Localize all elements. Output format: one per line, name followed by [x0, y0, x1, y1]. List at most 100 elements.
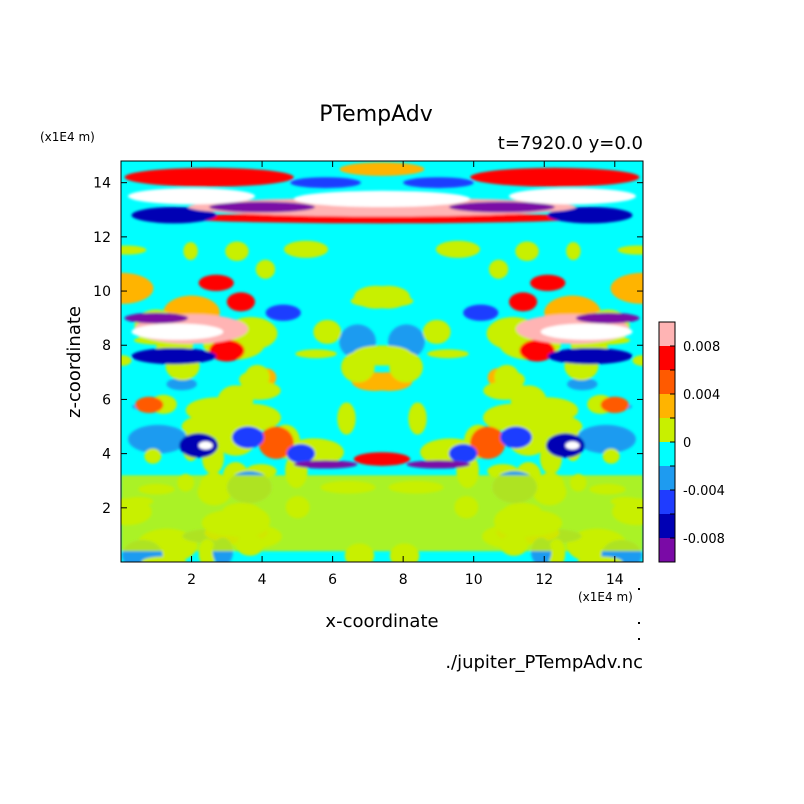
- field-patch: [166, 377, 197, 391]
- colorbar-swatch: [659, 394, 675, 418]
- field-patch: [408, 402, 427, 435]
- field-blob: [353, 452, 411, 466]
- field-blob: [565, 441, 580, 450]
- plot-area: [121, 161, 643, 562]
- field-patch: [337, 402, 356, 435]
- field-blob: [131, 323, 224, 340]
- field-blob: [575, 312, 640, 324]
- x-tick-label: 8: [399, 572, 408, 588]
- field-blob: [508, 188, 636, 205]
- field-blob: [293, 190, 471, 208]
- y-tick-label: 8: [102, 338, 111, 354]
- field-blob: [449, 444, 478, 464]
- field-patch: [341, 351, 375, 383]
- colorbar-tick-label: 0: [683, 436, 691, 451]
- y-axis: 2 4 6 8 10 12 14: [93, 176, 643, 517]
- field-patch: [141, 556, 187, 562]
- field-patch: [244, 364, 270, 389]
- y-tick-label: 6: [102, 392, 111, 408]
- field-blob: [232, 426, 264, 449]
- field-blob: [179, 433, 218, 458]
- field-blob: [124, 167, 294, 187]
- colorbar-ticks: 0.008 0.004 0 -0.004 -0.008: [670, 321, 725, 563]
- field-blob: [258, 426, 294, 460]
- colorbar-swatch: [659, 538, 675, 562]
- x-unit-label: (x1E4 m): [578, 590, 633, 604]
- x-tick-label: 14: [606, 572, 624, 588]
- x-tick-label: 4: [258, 572, 267, 588]
- field-patch: [610, 272, 643, 304]
- field-patch: [121, 272, 154, 304]
- field-blob: [131, 207, 217, 224]
- y-tick-label: 2: [102, 501, 111, 517]
- y-tick-label: 12: [93, 230, 111, 246]
- field-patch: [183, 242, 198, 260]
- field-blob: [508, 292, 538, 312]
- field-patch: [121, 355, 132, 366]
- colorbar-swatch: [659, 370, 675, 394]
- colorbar-tick-label: -0.008: [683, 532, 725, 547]
- field-band: [121, 475, 643, 552]
- field-patch: [494, 364, 520, 389]
- field-blob: [286, 444, 315, 464]
- field-blob: [600, 396, 629, 413]
- field-blob: [128, 188, 256, 205]
- field-patch: [483, 381, 528, 400]
- field-patch: [577, 556, 623, 562]
- field-patch: [283, 240, 329, 258]
- x-axis-label: x-coordinate: [325, 611, 438, 632]
- field-patch: [632, 355, 643, 366]
- colorbar-tick-label: 0.008: [683, 340, 720, 355]
- field-patch: [567, 377, 598, 391]
- colorbar-swatch: [659, 346, 675, 370]
- field-patch: [255, 259, 276, 279]
- y-tick-label: 10: [93, 284, 111, 300]
- field-patch: [602, 448, 620, 464]
- field-blob: [290, 177, 361, 189]
- colorbar-swatch: [659, 322, 675, 346]
- field-blob: [177, 212, 587, 224]
- field-blob: [449, 201, 555, 213]
- field-blob: [209, 201, 315, 213]
- x-tick-label: 2: [187, 572, 196, 588]
- field-blob: [403, 177, 474, 189]
- field-blob: [470, 167, 640, 187]
- y-tick-label: 4: [102, 447, 111, 463]
- field-blob: [547, 207, 633, 224]
- footer-filename: ./jupiter_PTempAdv.nc: [445, 652, 643, 673]
- field-blob: [198, 441, 213, 450]
- field-blob: [265, 304, 301, 321]
- colorbar-swatch: [659, 514, 675, 538]
- y-tick-label: 14: [93, 176, 111, 192]
- field-patch: [128, 424, 188, 454]
- field-patch: [488, 259, 509, 279]
- x-tick-label: 12: [535, 572, 553, 588]
- colorbar-tick-label: 0.004: [683, 388, 720, 403]
- colorbar-swatch: [659, 490, 675, 514]
- colorbar-tick-label: -0.004: [683, 484, 725, 499]
- chart-subtitle: t=7920.0 y=0.0: [498, 133, 643, 154]
- field-patch: [389, 351, 423, 383]
- field-patch: [435, 240, 481, 258]
- field-patch: [524, 414, 583, 439]
- field-patch: [566, 242, 581, 260]
- colorbar: [658, 321, 676, 563]
- field-patch: [181, 414, 240, 439]
- field-patch: [236, 381, 281, 400]
- field-patch: [121, 245, 147, 255]
- field-blob: [226, 292, 256, 312]
- field-blob: [500, 426, 532, 449]
- field-patch: [313, 319, 342, 344]
- field-patch: [515, 241, 539, 262]
- field-blob: [124, 312, 189, 324]
- field-blob: [135, 396, 164, 413]
- field-blob: [131, 347, 217, 365]
- field-patch: [422, 319, 451, 344]
- y-axis-label: z-coordinate: [64, 306, 85, 418]
- field-blob: [540, 323, 633, 340]
- field-blob: [546, 433, 585, 458]
- x-tick-label: 10: [465, 572, 483, 588]
- chart-title: PTempAdv: [319, 102, 433, 127]
- field-blob: [547, 347, 633, 365]
- corner-marks: [638, 588, 640, 640]
